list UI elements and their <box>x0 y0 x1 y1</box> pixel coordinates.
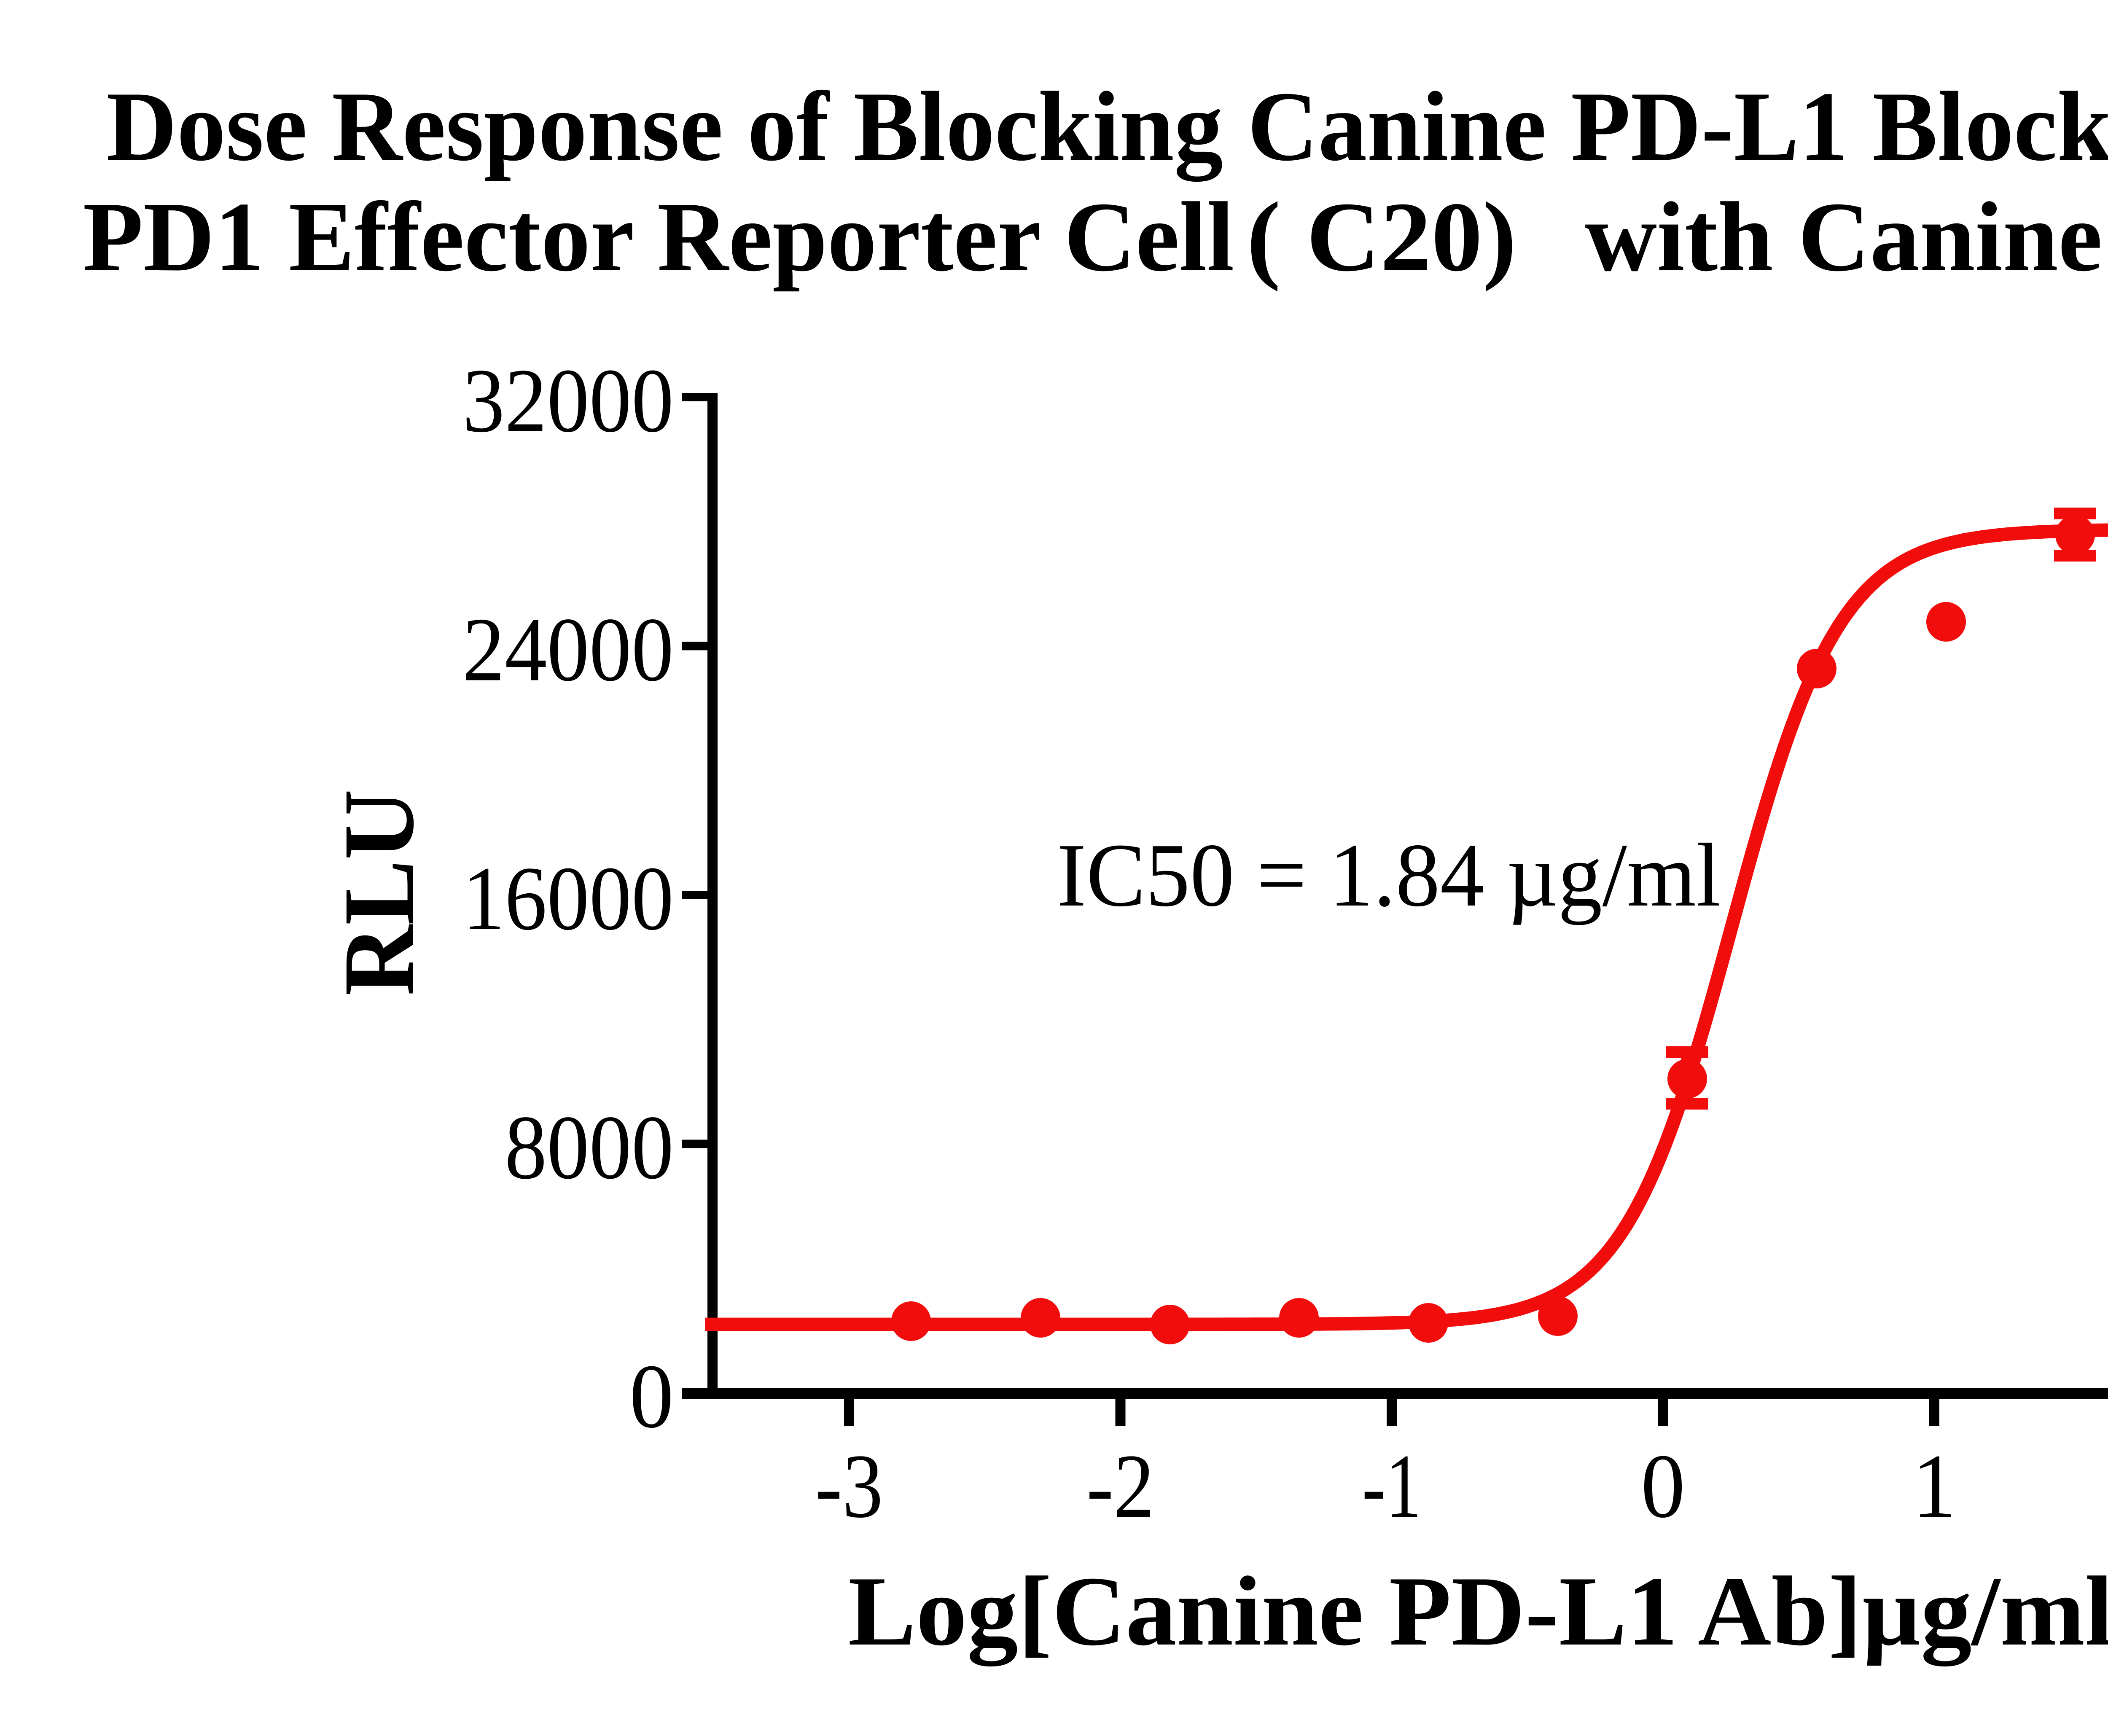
svg-text:( C20): ( C20) <box>1247 182 1516 292</box>
svg-text:with Canine PDL1 aAPC Cell: with Canine PDL1 aAPC Cell <box>1585 182 2108 292</box>
svg-text:IC50 = 1.84 µg/ml: IC50 = 1.84 µg/ml <box>1057 825 1721 925</box>
svg-text:-3: -3 <box>815 1435 883 1537</box>
svg-text:0: 0 <box>1641 1435 1685 1537</box>
svg-text:0: 0 <box>629 1346 674 1447</box>
svg-text:1: 1 <box>1912 1435 1957 1537</box>
svg-text:32000: 32000 <box>462 350 674 451</box>
svg-text:Dose Response of Blocking Cani: Dose Response of Blocking Canine PD-L1 B… <box>106 72 2108 182</box>
svg-text:16000: 16000 <box>462 848 674 949</box>
svg-text:24000: 24000 <box>462 599 674 700</box>
svg-text:Log[Canine PD-L1 Ab]µg/ml: Log[Canine PD-L1 Ab]µg/ml <box>848 1556 2108 1666</box>
svg-text:-1: -1 <box>1362 1435 1422 1537</box>
svg-text:RLU: RLU <box>323 789 435 996</box>
svg-text:-2: -2 <box>1086 1435 1154 1537</box>
svg-text:PD1 Effector Reporter Cell: PD1 Effector Reporter Cell <box>83 182 1234 292</box>
svg-text:8000: 8000 <box>505 1097 674 1198</box>
